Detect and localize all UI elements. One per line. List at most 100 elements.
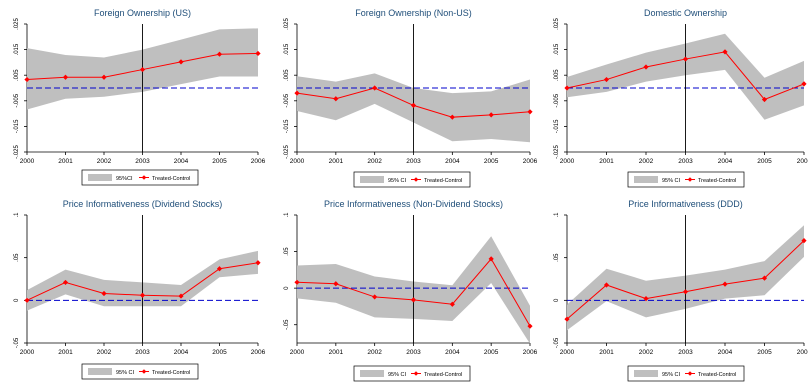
x-tick-label: 2002 [639, 158, 654, 165]
legend-series-marker [687, 177, 693, 182]
data-point [294, 90, 300, 96]
data-point [333, 96, 339, 102]
x-tick-label: 2002 [97, 158, 112, 165]
data-point [564, 316, 570, 322]
legend-ci-label: 95%CI [116, 176, 133, 182]
chart-title: Price Informativeness (DDD) [628, 199, 743, 209]
data-point [527, 109, 533, 115]
data-point [24, 76, 30, 83]
legend-series-label: Treated-Control [698, 372, 736, 378]
x-tick-label: 2003 [406, 349, 421, 356]
legend-series-label: Treated-Control [152, 370, 190, 376]
x-tick-label: 2002 [367, 349, 382, 356]
legend-ci-swatch [88, 368, 112, 375]
legend: 95% CI Treated-Control [627, 365, 745, 382]
data-point [255, 260, 261, 266]
x-tick-label: 2000 [290, 349, 305, 356]
y-tick-label: .1 [14, 212, 20, 218]
legend-ci-label: 95% CI [388, 372, 407, 378]
y-tick-label: .025 [284, 18, 290, 30]
x-tick-label: 2006 [251, 349, 266, 356]
x-tick-label: 2006 [797, 349, 808, 356]
legend-series-marker [141, 369, 147, 374]
legend: 95% CI Treated-Control [353, 171, 471, 188]
x-tick-label: 2006 [797, 158, 808, 165]
legend-ci-label: 95% CI [662, 372, 681, 378]
data-point [410, 102, 417, 109]
legend: 95%CI Treated-Control [81, 169, 199, 186]
legend-ci-swatch [88, 174, 112, 181]
data-point [216, 266, 223, 272]
y-tick-label: .025 [14, 18, 20, 30]
data-point [801, 238, 807, 244]
y-tick-label: .05 [554, 253, 560, 262]
x-tick-label: 2004 [718, 349, 733, 356]
y-tick-label: .015 [284, 43, 290, 55]
legend-series-label: Treated-Control [698, 178, 736, 184]
chart-panel-3: Domestic Ownership -.025 -.015 -.005 .005 .01… [554, 8, 808, 188]
data-point [139, 292, 146, 298]
chart-panel-6: Price Informativeness (DDD) -.05 0 .05 .1 200… [554, 199, 808, 382]
data-point [178, 293, 184, 299]
x-tick-label: 2000 [560, 158, 575, 165]
legend-ci-label: 95% CI [116, 370, 135, 376]
chart-title: Price Informativeness (Dividend Stocks) [63, 199, 223, 209]
y-tick-label: .1 [284, 212, 290, 218]
x-tick-label: 2000 [20, 349, 35, 356]
data-point [643, 64, 649, 70]
y-tick-label: .005 [284, 69, 290, 81]
y-tick-label: 0 [554, 298, 560, 302]
data-point [801, 81, 807, 87]
chart-title: Price Informativeness (Non-Dividend Stoc… [324, 199, 503, 209]
y-tick-label: -.05 [284, 319, 290, 330]
data-point [372, 294, 378, 300]
data-point [682, 56, 689, 62]
data-point [603, 282, 610, 288]
data-point [24, 297, 30, 303]
ci-band [27, 250, 258, 311]
x-tick-label: 2006 [523, 349, 538, 356]
x-tick-label: 2004 [718, 158, 733, 165]
legend-ci-label: 95% CI [662, 178, 681, 184]
y-tick-label: .005 [14, 69, 20, 81]
x-tick-label: 2002 [639, 349, 654, 356]
y-tick-label: .015 [14, 43, 20, 55]
data-point [643, 296, 649, 302]
chart-title: Foreign Ownership (US) [94, 8, 191, 18]
x-tick-label: 2004 [445, 349, 460, 356]
data-point [564, 85, 570, 91]
data-point [139, 66, 146, 73]
data-point [255, 50, 261, 57]
data-point [333, 281, 339, 287]
chart-panel-5: Price Informativeness (Non-Dividend Stoc… [284, 199, 538, 382]
y-tick-label: -.025 [14, 145, 20, 159]
data-point [449, 114, 455, 120]
y-tick-label: -.015 [554, 119, 560, 133]
chart-panel-4: Price Informativeness (Dividend Stocks) -… [14, 199, 266, 380]
data-point [682, 289, 689, 295]
data-point [101, 74, 107, 80]
x-tick-label: 2005 [757, 158, 772, 165]
y-tick-label: .1 [554, 212, 560, 218]
x-tick-label: 2006 [523, 158, 538, 165]
x-tick-label: 2001 [329, 158, 344, 165]
x-tick-label: 2002 [97, 349, 112, 356]
y-tick-label: 0 [284, 286, 290, 290]
legend-ci-swatch [634, 370, 658, 377]
legend: 95% CI Treated-Control [353, 365, 471, 382]
y-tick-label: .05 [284, 247, 290, 256]
chart-title: Domestic Ownership [644, 8, 727, 18]
data-point [216, 51, 223, 57]
legend: 95% CI Treated-Control [81, 363, 199, 380]
y-tick-label: -.015 [284, 119, 290, 133]
data-point [449, 301, 455, 307]
y-tick-label: -.025 [554, 145, 560, 159]
y-tick-label: -.025 [284, 145, 290, 159]
x-tick-label: 2004 [174, 349, 189, 356]
y-tick-label: -.005 [554, 93, 560, 107]
legend-series-label: Treated-Control [424, 178, 462, 184]
data-point [410, 297, 417, 303]
chart-panel-1: Foreign Ownership (US) -.025 -.015 -.005 .00… [14, 8, 266, 186]
data-point [527, 323, 533, 329]
y-tick-label: .05 [14, 253, 20, 262]
